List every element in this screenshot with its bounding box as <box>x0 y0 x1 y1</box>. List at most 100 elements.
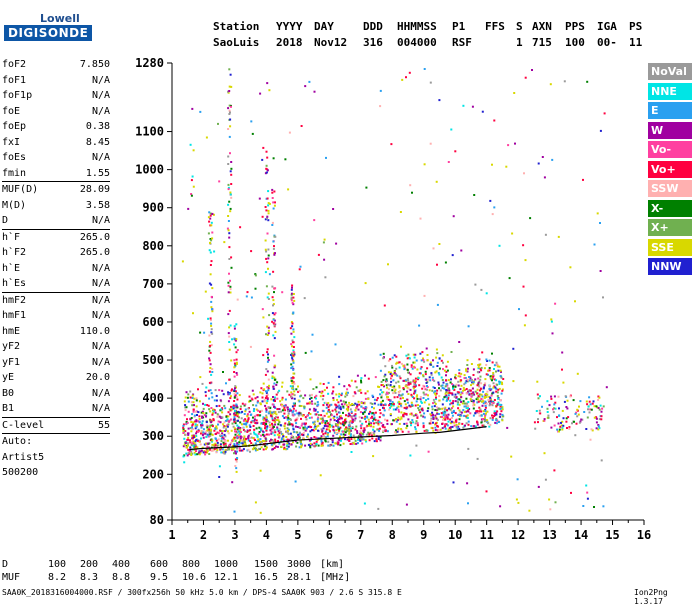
echo-dot <box>445 370 448 373</box>
echo-dot <box>480 398 483 400</box>
echo-dot <box>450 410 453 413</box>
echo-dot <box>419 352 422 355</box>
echo-dot <box>320 392 323 395</box>
param-value: N/A <box>91 90 110 101</box>
echo-dot <box>192 410 195 413</box>
echo-dot <box>338 375 341 378</box>
echo-dot <box>484 400 487 403</box>
echo-dot <box>454 377 457 380</box>
echo-dot <box>498 382 501 385</box>
echo-dot <box>485 373 488 376</box>
echo-dot <box>434 426 437 429</box>
echo-dot <box>240 423 243 426</box>
echo-dot <box>330 414 333 417</box>
echo-dot <box>449 399 452 402</box>
panel-divider <box>2 291 110 293</box>
echo-dot <box>298 446 301 449</box>
echo-dot <box>317 416 320 419</box>
echo-dot <box>373 430 376 433</box>
muf-cell: 1500 <box>254 559 279 570</box>
echo-dot <box>332 434 335 437</box>
panel-divider <box>2 433 110 434</box>
echo-dot <box>485 396 488 399</box>
echo-dot <box>364 282 367 285</box>
echo-dot <box>484 404 487 407</box>
echo-dot <box>300 125 303 127</box>
echo-dot <box>267 190 270 193</box>
echo-dot <box>428 389 431 392</box>
echo-dot <box>273 434 276 437</box>
echo-dot <box>303 297 306 300</box>
echo-dot <box>216 413 219 416</box>
echo-dot <box>499 399 502 401</box>
echo-dot <box>404 379 407 382</box>
echo-dot <box>223 433 226 436</box>
echo-dot <box>302 436 305 439</box>
echo-dot <box>187 452 190 455</box>
muf-cell: [MHz] <box>320 572 351 583</box>
echo-dot <box>342 411 344 414</box>
echo-dot <box>223 452 226 455</box>
echo-dot <box>255 419 258 422</box>
echo-dot <box>248 410 251 413</box>
echo-dot <box>498 421 501 423</box>
echo-dot <box>493 410 496 413</box>
echo-dot <box>441 379 444 381</box>
echo-dot <box>452 405 455 408</box>
echo-dot <box>229 291 232 294</box>
echo-dot <box>193 404 195 407</box>
echo-dot <box>426 367 429 370</box>
echo-dot <box>373 398 376 401</box>
echo-dot <box>552 411 555 414</box>
echo-dot <box>243 419 245 422</box>
echo-dot <box>447 428 450 431</box>
echo-dot <box>322 415 325 418</box>
echo-dot <box>211 413 214 416</box>
echo-dot <box>427 394 429 397</box>
echo-dot <box>349 434 352 437</box>
echo-dot <box>231 439 234 442</box>
echo-dot <box>256 400 259 403</box>
echo-dot <box>483 384 486 387</box>
echo-dot <box>221 432 224 435</box>
echo-dot <box>334 343 337 346</box>
echo-dot <box>390 380 393 383</box>
echo-dot <box>348 429 351 432</box>
echo-dot <box>229 279 231 282</box>
echo-dot <box>590 428 593 431</box>
echo-dot <box>407 381 410 384</box>
echo-dot <box>216 431 219 434</box>
echo-dot <box>302 431 305 434</box>
echo-dot <box>391 403 394 405</box>
echo-dot <box>235 405 238 408</box>
echo-dot <box>342 400 345 403</box>
echo-dot <box>195 449 198 452</box>
x-tick-label: 4 <box>263 528 270 542</box>
echo-dot <box>228 90 231 92</box>
echo-dot <box>265 446 268 449</box>
echo-dot <box>546 407 549 410</box>
echo-dot <box>418 409 421 412</box>
echo-dot <box>337 426 340 429</box>
echo-dot <box>387 359 390 362</box>
echo-dot <box>234 394 237 397</box>
echo-dot <box>233 406 236 409</box>
echo-dot <box>239 437 242 440</box>
echo-dot <box>282 435 285 438</box>
echo-dot <box>472 382 475 385</box>
echo-dot <box>489 417 492 420</box>
echo-dot <box>495 417 498 420</box>
echo-dot <box>235 452 237 455</box>
echo-dot <box>400 345 402 348</box>
echo-dot <box>310 426 313 429</box>
echo-dot <box>273 419 276 422</box>
echo-dot <box>349 429 352 432</box>
muf-cell: 10.6 <box>182 572 207 583</box>
echo-dot <box>229 111 231 114</box>
echo-dot <box>293 413 296 416</box>
echo-dot <box>227 188 230 191</box>
echo-dot <box>476 423 479 426</box>
echo-dot <box>602 405 605 408</box>
echo-dot <box>291 339 294 342</box>
echo-dot <box>233 418 236 421</box>
